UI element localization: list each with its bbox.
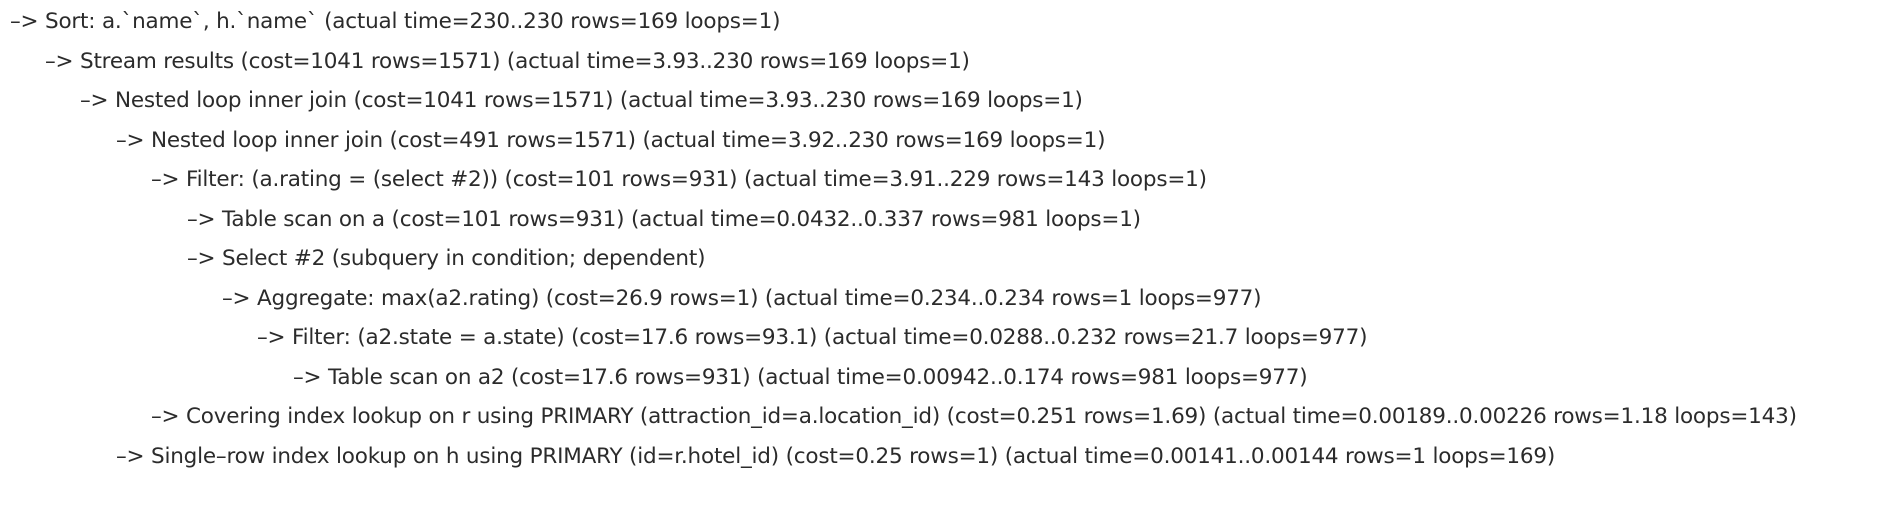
plan-line-table-scan-a2: –> Table scan on a2 (cost=17.6 rows=931)… [293, 364, 1308, 390]
plan-line-aggregate: –> Aggregate: max(a2.rating) (cost=26.9 … [222, 285, 1262, 311]
plan-line-filter-rating: –> Filter: (a.rating = (select #2)) (cos… [151, 167, 1207, 192]
plan-line-covering-index-lookup: –> Covering index lookup on r using PRIM… [151, 404, 1797, 429]
plan-line-filter-state: –> Filter: (a2.state = a.state) (cost=17… [257, 325, 1368, 350]
plan-line-sort: –> Sort: a.`name`, h.`name` (actual time… [10, 9, 781, 34]
plan-line-nested-loop-outer: –> Nested loop inner join (cost=1041 row… [80, 88, 1083, 113]
plan-line-table-scan-a: –> Table scan on a (cost=101 rows=931) (… [187, 206, 1141, 232]
plan-line-nested-loop-inner: –> Nested loop inner join (cost=491 rows… [116, 127, 1106, 153]
plan-line-single-row-lookup: –> Single–row index lookup on h using PR… [116, 443, 1556, 469]
plan-line-stream-results: –> Stream results (cost=1041 rows=1571) … [45, 48, 970, 74]
plan-line-select-subquery: –> Select #2 (subquery in condition; dep… [187, 246, 706, 271]
explain-analyze-output: –> Sort: a.`name`, h.`name` (actual time… [10, 9, 1797, 469]
